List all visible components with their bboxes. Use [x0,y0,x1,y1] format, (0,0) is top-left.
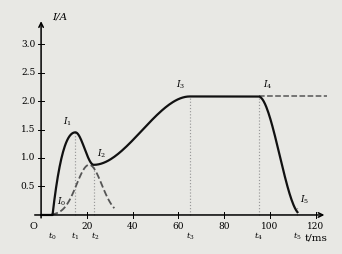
Text: $t_4$: $t_4$ [254,230,263,242]
Text: $t_0$: $t_0$ [48,230,57,242]
Text: 80: 80 [219,223,230,231]
Text: 3.0: 3.0 [21,40,35,49]
Text: 20: 20 [81,223,93,231]
Text: $t_3$: $t_3$ [186,230,194,242]
Text: $I_0$: $I_0$ [57,196,66,208]
Text: 60: 60 [173,223,184,231]
Text: $I_3$: $I_3$ [176,78,185,91]
Text: O: O [29,223,37,231]
Text: 1.0: 1.0 [21,153,35,163]
Text: 120: 120 [307,223,324,231]
Text: 1.5: 1.5 [21,125,35,134]
Text: $t_1$: $t_1$ [71,230,80,242]
Text: 100: 100 [261,223,279,231]
Text: 40: 40 [127,223,139,231]
Text: $I_5$: $I_5$ [300,194,309,207]
Text: $I_2$: $I_2$ [97,148,106,160]
Text: $t_5$: $t_5$ [293,230,302,242]
Text: 2.5: 2.5 [21,68,35,77]
Text: $I_1$: $I_1$ [63,115,72,128]
Text: 0.5: 0.5 [21,182,35,191]
Text: $I_4$: $I_4$ [263,78,273,91]
Text: t/ms: t/ms [304,233,327,242]
Text: $t_2$: $t_2$ [91,230,99,242]
Text: 2.0: 2.0 [21,97,35,105]
Text: I/A: I/A [53,12,68,21]
